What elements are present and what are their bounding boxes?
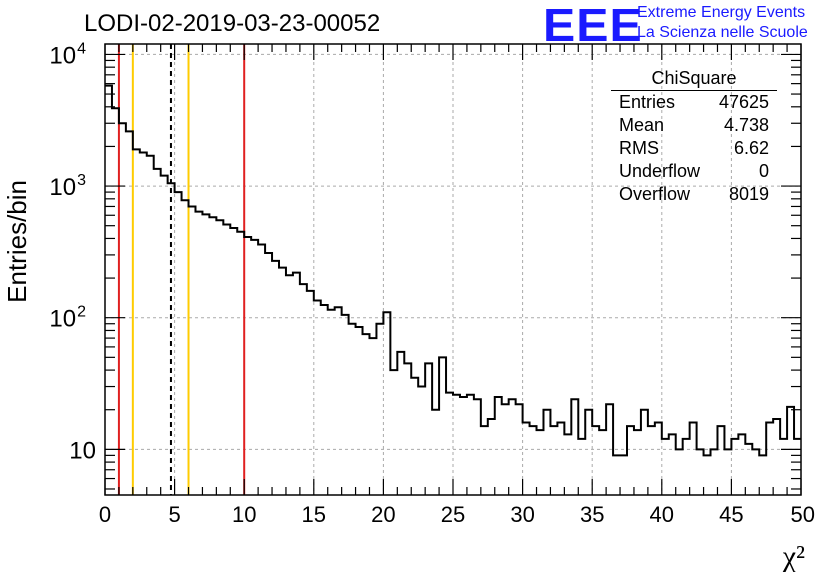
stats-value: 47625 xyxy=(718,92,769,112)
stats-row-overflow: Overflow 8019 xyxy=(611,183,777,206)
stats-title: ChiSquare xyxy=(611,66,777,91)
stats-row-entries: Entries 47625 xyxy=(611,91,777,114)
x-tick-label: 20 xyxy=(371,502,395,527)
tick-labels: 0 5 10 15 20 25 30 35 40 45 50 10 102 103 104 xyxy=(49,40,815,527)
stats-label: RMS xyxy=(619,138,659,158)
stats-label: Mean xyxy=(619,115,665,135)
x-tick-label: 15 xyxy=(302,502,326,527)
logo-line-2: La Scienza nelle Scuole xyxy=(637,24,808,41)
y-tick-label: 10 xyxy=(69,437,96,464)
stats-value: 6.62 xyxy=(733,138,769,158)
stats-row-mean: Mean 4.738 xyxy=(611,114,777,137)
eee-logo: EEE xyxy=(543,0,643,51)
x-tick-label: 35 xyxy=(580,502,604,527)
x-tick-label: 25 xyxy=(441,502,465,527)
x-tick-label: 10 xyxy=(232,502,256,527)
x-tick-label: 45 xyxy=(719,502,743,527)
x-tick-label: 40 xyxy=(650,502,674,527)
x-tick-label: 30 xyxy=(510,502,534,527)
reference-lines xyxy=(117,44,246,495)
stats-label: Entries xyxy=(619,92,676,112)
stats-label: Underflow xyxy=(619,161,701,181)
axis-ticks xyxy=(104,44,802,495)
stats-row-underflow: Underflow 0 xyxy=(611,160,777,183)
stats-label: Overflow xyxy=(619,184,691,204)
x-axis-label: χ² xyxy=(782,540,805,572)
logo-line-1: Extreme Energy Events xyxy=(637,4,806,21)
stats-box: ChiSquare Entries 47625 Mean 4.738 RMS 6.62 Un… xyxy=(611,66,777,206)
y-tick-label: 104 xyxy=(49,40,86,69)
y-tick-label: 103 xyxy=(49,172,86,201)
stats-value: 0 xyxy=(758,161,769,181)
stats-value: 4.738 xyxy=(723,115,769,135)
stats-value: 8019 xyxy=(728,184,769,204)
chart-title: LODI-02-2019-03-23-00052 xyxy=(84,10,381,37)
stats-row-rms: RMS 6.62 xyxy=(611,137,777,160)
x-tick-label: 50 xyxy=(791,502,815,527)
histogram-series xyxy=(105,84,801,457)
y-tick-label: 102 xyxy=(49,304,86,333)
x-tick-label: 5 xyxy=(168,502,180,527)
stats-rows: Entries 47625 Mean 4.738 RMS 6.62 Underflow 0 Ov… xyxy=(611,91,777,206)
x-tick-label: 0 xyxy=(99,502,111,527)
y-axis-label: Entries/bin xyxy=(2,180,32,303)
